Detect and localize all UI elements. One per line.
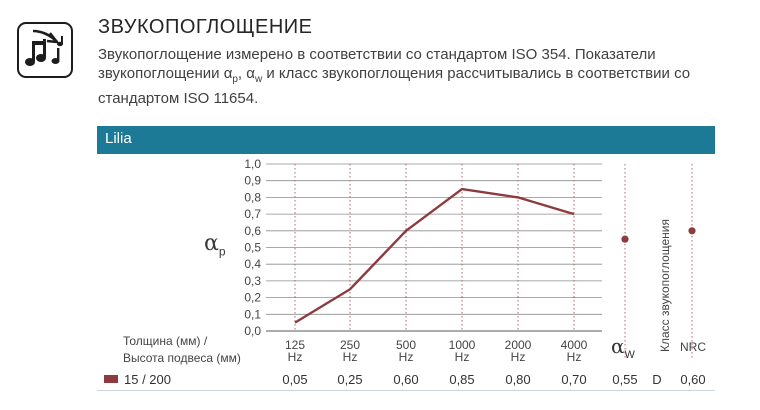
y-tick-label: 0,7	[244, 207, 261, 221]
y-tick-label: 0,8	[244, 190, 261, 204]
x-tick-label: 4000	[561, 338, 588, 352]
value-2000: 0,80	[505, 372, 531, 387]
page-title: ЗВУКОПОГЛОЩЕНИЕ	[98, 16, 313, 38]
series-line	[294, 187, 575, 324]
aw-dot	[621, 235, 629, 243]
value-class: D	[652, 372, 662, 387]
thickness-header-line-2: Высота подвеса (мм)	[123, 351, 241, 365]
y-tick-label: 0,6	[244, 224, 261, 238]
legend-swatch	[104, 375, 118, 383]
x-tick-label: 500	[396, 338, 416, 352]
x-tick-unit: Hz	[343, 350, 358, 364]
x-tick-unit: Hz	[399, 350, 414, 364]
y-tick-label: 0,9	[244, 174, 261, 188]
x-tick-unit: Hz	[511, 350, 526, 364]
x-tick-label: 125	[285, 338, 305, 352]
sound-absorption-logo	[17, 22, 73, 78]
description-line-1: Звукопоглощение измерено в соответствии …	[98, 46, 656, 63]
table-bottom-line	[97, 390, 715, 391]
x-tick-unit: Hz	[455, 350, 470, 364]
absorption-class-header: Класс звукопоглощения	[658, 218, 672, 352]
y-tick-label: 0,5	[244, 241, 261, 255]
y-tick-label: 0,0	[244, 324, 261, 338]
y-tick-label: 0,3	[244, 274, 261, 288]
nrc-dot	[688, 227, 696, 235]
description: Звукопоглощение измерено в соответствии …	[98, 45, 748, 108]
value-4000: 0,70	[561, 372, 587, 387]
product-name: Lilia	[105, 130, 132, 147]
value-1000: 0,85	[449, 372, 475, 387]
panel-divider	[97, 152, 715, 154]
aw-header: αW	[611, 334, 635, 361]
value-aw: 0,55	[612, 372, 638, 387]
music-notes-icon	[25, 29, 63, 66]
y-tick-label: 0,2	[244, 291, 261, 305]
x-tick-label: 250	[340, 338, 360, 352]
x-tick-label: 1000	[449, 338, 476, 352]
thickness-header-line-1: Толщина (мм) /	[123, 334, 208, 348]
x-tick-unit: Hz	[567, 350, 582, 364]
y-axis-label: αp	[204, 231, 226, 259]
y-tick-label: 1,0	[244, 157, 261, 171]
value-250: 0,25	[337, 372, 363, 387]
value-125: 0,05	[282, 372, 308, 387]
x-tick-label: 2000	[505, 338, 532, 352]
row-name: 15 / 200	[124, 372, 171, 387]
y-tick-label: 0,1	[244, 307, 261, 321]
y-tick-label: 0,4	[244, 257, 261, 271]
nrc-header: NRC	[680, 340, 706, 354]
value-nrc: 0,60	[680, 372, 706, 387]
description-line-2: звукопоглощении αp, αw и класс звукопогл…	[98, 65, 691, 85]
description-line-3: стандартом ISO 11654.	[98, 90, 259, 107]
product-panel-header: Lilia	[97, 126, 715, 152]
value-500: 0,60	[393, 372, 419, 387]
x-tick-unit: Hz	[288, 350, 303, 364]
